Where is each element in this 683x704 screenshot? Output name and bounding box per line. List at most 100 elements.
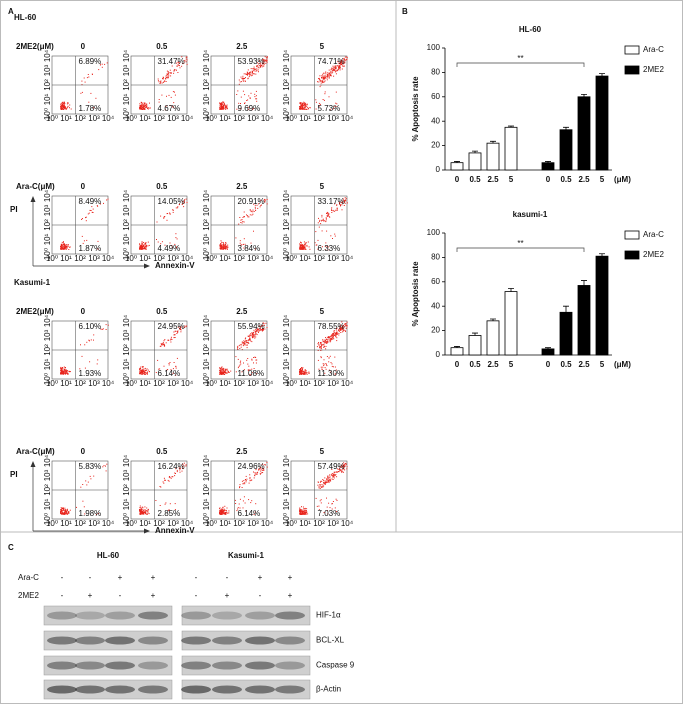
error-bar [599, 73, 605, 77]
blot-strip [181, 605, 311, 626]
event-dot [241, 342, 243, 344]
event-dot [330, 480, 332, 482]
event-dot [64, 248, 66, 250]
event-dot [329, 216, 331, 218]
event-dot [65, 370, 66, 372]
axis-tick-label: 10⁴ [202, 49, 211, 62]
event-dot [318, 343, 320, 345]
event-dot [247, 335, 249, 337]
event-dot [318, 505, 320, 507]
event-dot [340, 329, 342, 331]
event-dot [328, 361, 330, 363]
axis-tick-label: 10⁴ [261, 519, 274, 528]
event-dot [225, 513, 227, 515]
event-dot [330, 73, 332, 75]
event-dot [244, 103, 245, 104]
event-dot [338, 471, 340, 473]
event-dot [324, 342, 326, 344]
quadrant-percent: 1.87% [79, 244, 102, 253]
event-dot [333, 472, 335, 474]
event-dot [65, 512, 67, 514]
event-dot [239, 484, 241, 486]
quadrant-percent: 3.84% [238, 244, 261, 253]
event-dot [244, 243, 246, 245]
event-dot [140, 372, 142, 374]
event-dot [304, 370, 306, 372]
event-dot [183, 206, 185, 208]
event-dot [304, 511, 306, 513]
protein-band [138, 661, 168, 670]
event-dot [66, 371, 67, 372]
event-dot [165, 78, 167, 80]
event-dot [300, 103, 302, 104]
event-dot [62, 105, 64, 106]
event-dot [240, 363, 242, 365]
event-dot [66, 513, 68, 515]
event-dot [254, 334, 256, 336]
event-dot [249, 71, 251, 73]
event-dot [300, 102, 302, 104]
significance-label: ** [517, 54, 523, 63]
event-dot [65, 510, 67, 512]
event-dot [328, 77, 330, 79]
x-axis-label: Annexin-V [155, 261, 195, 270]
event-dot [322, 79, 324, 81]
event-dot [329, 109, 331, 111]
event-dot [262, 329, 264, 331]
event-dot [333, 75, 335, 77]
axis-tick-label: 10³ [43, 204, 52, 216]
event-dot [173, 102, 175, 104]
event-dot [143, 246, 145, 248]
event-dot [60, 509, 62, 511]
event-dot [159, 83, 161, 84]
axis-tick-label: 10³ [122, 64, 131, 76]
event-dot [328, 72, 330, 74]
event-dot [139, 246, 141, 248]
event-dot [174, 472, 176, 474]
event-dot [173, 334, 175, 336]
event-dot [339, 65, 341, 67]
legend-swatch [624, 65, 640, 75]
event-dot [221, 370, 223, 372]
event-dot [317, 481, 319, 483]
event-dot [243, 221, 245, 223]
event-dot [327, 339, 329, 341]
axis-tick-label: 10⁰ [43, 373, 52, 385]
axis-tick-label: 10² [202, 79, 211, 91]
event-dot [305, 102, 307, 104]
event-dot [185, 58, 187, 60]
protein-band [47, 611, 77, 620]
x-tick-label: 2.5 [578, 360, 590, 369]
event-dot [246, 343, 248, 345]
event-dot [143, 368, 145, 370]
event-dot [170, 477, 172, 479]
event-dot [241, 371, 243, 373]
event-dot [302, 244, 304, 246]
event-dot [181, 470, 183, 472]
event-dot [321, 486, 323, 488]
quadrant-percent: 1.78% [79, 104, 102, 113]
event-dot [318, 81, 320, 83]
event-dot [70, 108, 72, 110]
axis-tick-label: 10⁰ [125, 519, 137, 528]
y-tick-label: 40 [431, 301, 440, 310]
event-dot [161, 344, 163, 345]
event-dot [331, 210, 333, 211]
event-dot [220, 511, 222, 513]
event-dot [239, 108, 241, 110]
event-dot [224, 106, 226, 108]
event-dot [65, 369, 67, 371]
event-dot [335, 474, 337, 475]
event-dot [301, 102, 303, 104]
event-dot [67, 245, 69, 247]
axis-tick-label: 10¹ [202, 358, 211, 370]
axis-tick-label: 10² [233, 519, 245, 528]
event-dot [179, 328, 181, 329]
event-dot [240, 360, 242, 362]
event-dot [319, 487, 321, 489]
event-dot [331, 339, 333, 340]
event-dot [247, 99, 249, 101]
event-dot [326, 341, 328, 343]
event-dot [243, 480, 245, 482]
event-dot [142, 104, 144, 106]
